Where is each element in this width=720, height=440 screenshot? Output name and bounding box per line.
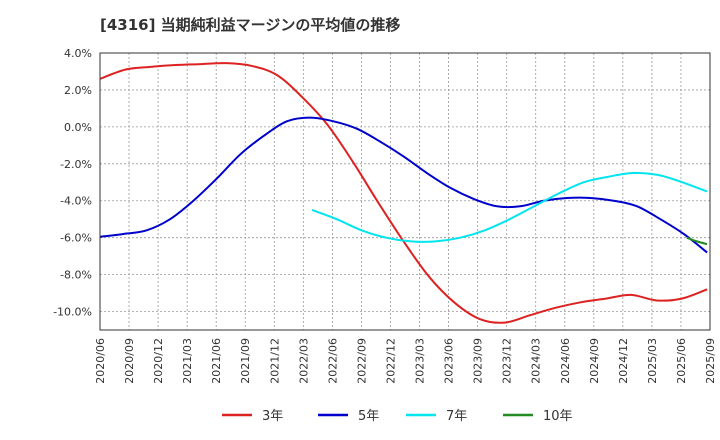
x-tick-label: 2021/03 xyxy=(181,338,194,384)
y-tick-label: -8.0% xyxy=(60,269,92,282)
series-lines xyxy=(99,62,708,324)
x-tick-label: 2024/03 xyxy=(530,338,543,384)
y-axis-ticks: 4.0% 2.0% 0.0% -2.0% -4.0% -6.0% -8.0% -10.0% xyxy=(53,47,92,319)
plot-frame xyxy=(99,52,711,331)
x-tick-label: 2022/03 xyxy=(297,338,310,384)
x-tick-label: 2025/03 xyxy=(646,338,659,384)
x-tick-label: 2022/12 xyxy=(384,338,397,384)
x-tick-label: 2024/12 xyxy=(617,338,630,384)
y-tick-label: -2.0% xyxy=(60,158,92,171)
legend-label: 10年 xyxy=(543,409,573,424)
legend-label: 7年 xyxy=(446,409,467,424)
x-tick-label: 2021/09 xyxy=(239,338,252,384)
y-tick-label: 2.0% xyxy=(64,84,92,97)
series-line-3年 xyxy=(99,62,708,324)
series-line-5年 xyxy=(99,116,708,254)
x-tick-label: 2025/06 xyxy=(675,338,688,384)
x-tick-label: 2021/06 xyxy=(210,338,223,384)
legend-label: 5年 xyxy=(358,409,379,424)
x-axis-ticks: 2020/06 2020/09 2020/12 2021/03 2021/06 2021/… xyxy=(94,338,717,384)
x-tick-label: 2021/12 xyxy=(268,338,281,384)
y-tick-label: 0.0% xyxy=(64,121,92,134)
grid xyxy=(99,52,711,330)
x-tick-label: 2023/06 xyxy=(443,338,456,384)
y-tick-label: 4.0% xyxy=(64,47,92,60)
chart-title: [4316] 当期純利益マージンの平均値の推移 xyxy=(100,16,400,34)
y-tick-label: -4.0% xyxy=(60,195,92,208)
x-tick-label: 2023/03 xyxy=(414,338,427,384)
legend-label: 3年 xyxy=(262,409,283,424)
x-tick-label: 2023/09 xyxy=(472,338,485,384)
y-tick-label: -6.0% xyxy=(60,232,92,245)
x-tick-label: 2020/06 xyxy=(94,338,107,384)
x-tick-label: 2023/12 xyxy=(501,338,514,384)
x-tick-label: 2025/09 xyxy=(704,338,717,384)
x-tick-label: 2022/09 xyxy=(355,338,368,384)
series-line-10年 xyxy=(686,236,708,246)
y-tick-label: -10.0% xyxy=(53,306,92,319)
x-tick-label: 2024/06 xyxy=(559,338,572,384)
series-line-7年 xyxy=(311,171,708,243)
x-tick-label: 2020/09 xyxy=(123,338,136,384)
x-tick-label: 2022/06 xyxy=(326,338,339,384)
x-tick-label: 2020/12 xyxy=(152,338,165,384)
legend: 3年 5年 7年 10年 xyxy=(222,409,573,424)
x-tick-label: 2024/09 xyxy=(588,338,601,384)
